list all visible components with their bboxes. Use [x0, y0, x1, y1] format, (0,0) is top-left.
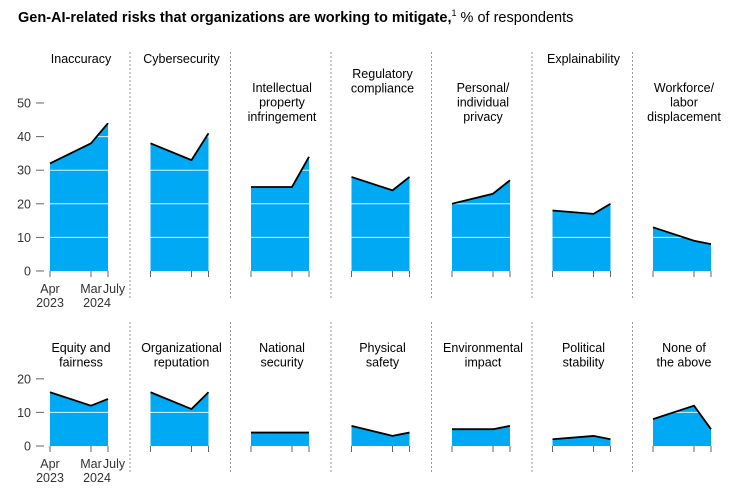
- panel-label: National: [259, 341, 305, 355]
- panel-label: displacement: [647, 110, 721, 124]
- x-tick-label: Apr: [40, 282, 59, 296]
- x-tick-label: July: [103, 282, 126, 296]
- panel-label: Intellectual: [252, 81, 312, 95]
- panel-label: privacy: [463, 110, 503, 124]
- y-tick-label: 0: [24, 265, 31, 279]
- area-fill: [251, 432, 309, 446]
- area-fill: [351, 425, 410, 446]
- x-tick-label: 2024: [83, 296, 111, 310]
- panel-label: Physical: [359, 341, 406, 355]
- panel-label: Regulatory: [352, 67, 413, 81]
- panel-label: stability: [563, 356, 605, 370]
- x-tick-label: 2024: [83, 471, 111, 485]
- panel: Cybersecurity: [129, 52, 220, 300]
- x-tick-label: 2023: [36, 471, 64, 485]
- y-tick-label: 0: [24, 440, 31, 454]
- panel-label: the above: [657, 356, 712, 370]
- area-fill: [150, 133, 209, 271]
- area-fill: [50, 392, 108, 446]
- panel-label: infringement: [248, 110, 317, 124]
- x-tick-label: Apr: [40, 457, 59, 471]
- y-tick-label: 40: [17, 130, 31, 144]
- panel-label: property: [259, 96, 306, 110]
- area-fill: [452, 425, 510, 446]
- panel-label: fairness: [59, 356, 103, 370]
- panel-label: Personal/: [457, 81, 510, 95]
- x-tick-label: July: [103, 457, 126, 471]
- area-fill: [150, 392, 209, 446]
- x-tick-label: Mar: [80, 282, 102, 296]
- chart-title-main: Gen-AI-related risks that organizations …: [18, 9, 452, 26]
- panel-label: compliance: [351, 82, 414, 96]
- area-fill: [50, 123, 108, 271]
- panel-label: reputation: [154, 356, 210, 370]
- panel-label: security: [260, 356, 304, 370]
- panel-label: None of: [662, 341, 706, 355]
- panel: Explainability: [531, 52, 621, 300]
- y-tick-label: 20: [17, 197, 31, 211]
- x-tick-label: Mar: [80, 457, 102, 471]
- panel-label: Workforce/: [654, 81, 715, 95]
- area-fill: [653, 227, 711, 271]
- panel-label: Environmental: [443, 341, 523, 355]
- panel-label: Cybersecurity: [143, 52, 220, 66]
- panel-label: Political: [562, 341, 605, 355]
- area-fill: [452, 180, 510, 271]
- y-tick-label: 50: [17, 97, 31, 111]
- area-fill: [251, 156, 309, 271]
- chart-title-unit: % of respondents: [456, 9, 574, 26]
- x-tick-label: 2023: [36, 296, 64, 310]
- y-tick-label: 20: [17, 372, 31, 386]
- panel-label: Equity and: [51, 341, 110, 355]
- panel-label: safety: [366, 356, 400, 370]
- area-fill: [351, 176, 410, 271]
- panel-label: Explainability: [547, 52, 621, 66]
- footnote-marker: 1: [451, 8, 457, 18]
- y-tick-label: 10: [17, 406, 31, 420]
- panel-label: Organizational: [141, 341, 222, 355]
- chart-title: Gen-AI-related risks that organizations …: [18, 8, 573, 26]
- panel-label: Inaccuracy: [51, 52, 112, 66]
- y-tick-label: 10: [17, 231, 31, 245]
- y-tick-label: 30: [17, 164, 31, 178]
- panel-label: individual: [457, 96, 509, 110]
- panel-label: impact: [465, 356, 502, 370]
- area-fill: [653, 405, 711, 446]
- panel-label: labor: [670, 96, 698, 110]
